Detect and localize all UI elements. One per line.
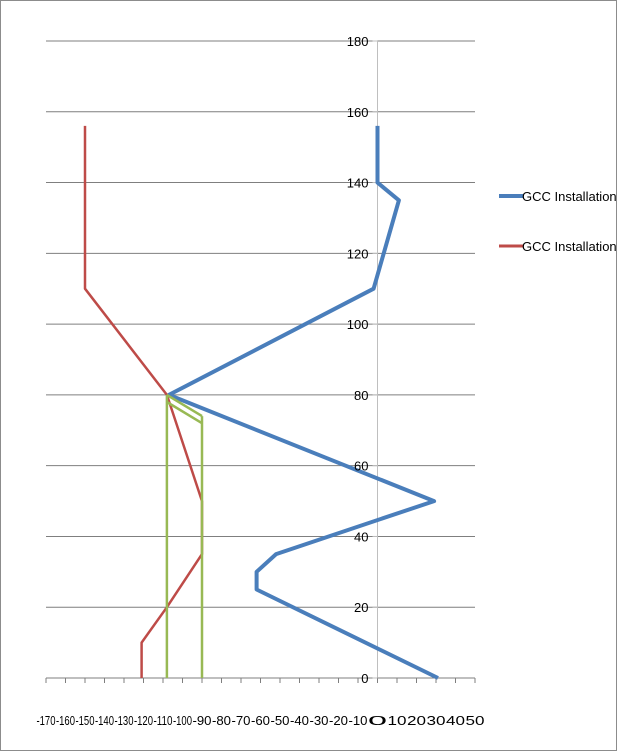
y-tick-label: 0 <box>361 671 368 686</box>
x-tick-label: -110 <box>154 713 173 728</box>
legend-label-2: GCC Installation 2 <box>522 239 617 254</box>
x-tick-label: -120 <box>134 713 153 728</box>
x-tick-label: -10 <box>349 713 368 728</box>
y-tick-label: 40 <box>354 529 368 544</box>
x-tick-label: -50 <box>271 713 290 728</box>
x-tick-label: 50 <box>466 713 485 728</box>
x-tick-label: -60 <box>251 713 270 728</box>
y-tick-label: 140 <box>347 176 369 191</box>
x-tick-label: -20 <box>329 713 348 728</box>
x-tick-label: -130 <box>115 713 134 728</box>
series-line-1 <box>166 125 439 680</box>
x-tick-label: -90 <box>193 713 212 728</box>
series-line-3-segment-3 <box>166 400 203 425</box>
legend-label-1: GCC Installation 1 <box>522 189 617 204</box>
x-tick-label: -160 <box>56 713 75 728</box>
y-tick-label: 120 <box>347 246 369 261</box>
x-tick-label: -80 <box>212 713 231 728</box>
x-tick-label: -40 <box>290 713 309 728</box>
axes <box>45 40 476 683</box>
y-tick-label: 20 <box>354 600 368 615</box>
x-tick-label: 10 <box>388 713 407 728</box>
x-tick-label: -140 <box>95 713 114 728</box>
x-tick-label: -70 <box>232 713 251 728</box>
legend-item-2: GCC Installation 2 <box>499 239 617 254</box>
y-tick-label: 180 <box>347 34 369 49</box>
x-tick-label: 30 <box>427 713 446 728</box>
x-tick-label: -100 <box>173 713 192 728</box>
legend-item-1: GCC Installation 1 <box>499 189 617 204</box>
y-tick-label: 80 <box>354 388 368 403</box>
x-tick-label: 0 <box>368 713 387 728</box>
series-lines <box>83 125 439 680</box>
gridlines <box>46 40 475 608</box>
y-tick-label: 100 <box>347 317 369 332</box>
x-tick-label: -170 <box>37 713 56 728</box>
series-line-3-segment-2 <box>166 393 203 418</box>
legend: GCC Installation 1 GCC Installation 2 <box>499 189 617 254</box>
x-tick-label: -150 <box>76 713 95 728</box>
x-tick-label: 40 <box>446 713 465 728</box>
x-tick-label: 20 <box>407 713 426 728</box>
y-tick-label: 160 <box>347 105 369 120</box>
x-tick-label: -30 <box>310 713 329 728</box>
y-tick-label: 60 <box>354 459 368 474</box>
